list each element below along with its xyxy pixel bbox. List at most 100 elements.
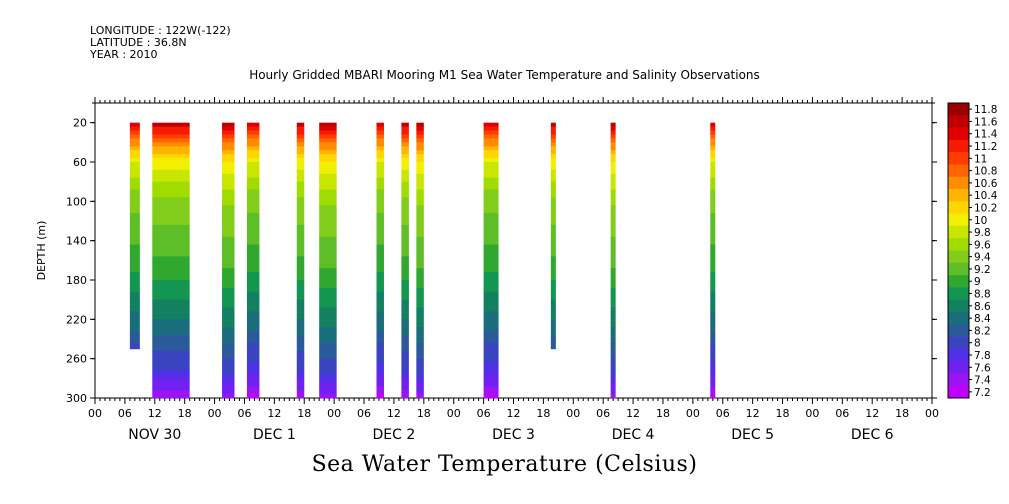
data-cell (416, 268, 424, 273)
data-cell (319, 134, 337, 139)
colorbar-label: 7.2 (974, 387, 991, 399)
data-cell (376, 272, 384, 277)
data-cell (296, 130, 305, 135)
data-cell (710, 303, 716, 308)
data-cell (129, 232, 140, 238)
x-tick-label: 06 (716, 407, 730, 420)
data-cell (376, 221, 384, 226)
data-cell (376, 173, 384, 179)
x-tick-label: 06 (596, 407, 610, 420)
x-tick-label: 18 (417, 407, 431, 420)
data-cell (246, 130, 260, 135)
data-cell (416, 280, 424, 285)
data-cell (376, 358, 384, 363)
data-cell (319, 378, 337, 383)
data-cell (319, 260, 337, 265)
data-cell (483, 335, 499, 340)
data-cell (550, 165, 556, 171)
x-tick-label: 00 (447, 407, 461, 420)
x-tick-label: 12 (865, 407, 879, 420)
data-cell (610, 335, 616, 340)
data-cell (246, 221, 260, 226)
data-cell (710, 240, 716, 245)
data-cell (416, 158, 424, 163)
data-cell (152, 370, 190, 375)
data-cell (319, 307, 337, 312)
data-cell (401, 323, 409, 328)
data-cell (416, 327, 424, 332)
data-cell (710, 374, 716, 379)
data-cell (610, 236, 616, 242)
data-cell (610, 122, 616, 127)
data-cell (222, 205, 235, 210)
data-cell (296, 362, 305, 367)
data-cell (246, 323, 260, 328)
data-cell (246, 162, 260, 167)
data-cell (483, 342, 499, 348)
data-cell (296, 173, 305, 179)
data-cell (483, 169, 499, 175)
data-cell (246, 276, 260, 281)
data-cell (152, 165, 190, 171)
data-cell (376, 146, 384, 151)
data-cell (129, 283, 140, 289)
data-cell (129, 280, 140, 285)
x-tick-label: 06 (357, 407, 371, 420)
data-cell (710, 319, 716, 324)
data-cell (222, 394, 235, 399)
data-cell (610, 224, 616, 230)
colorbar-label: 9 (974, 276, 981, 288)
colorbar-swatch (948, 324, 969, 337)
data-cell (416, 154, 424, 159)
data-cell (401, 374, 409, 379)
data-cell (610, 252, 616, 257)
data-cell (129, 154, 140, 159)
data-cell (296, 181, 305, 186)
data-cell (319, 268, 337, 273)
data-cell (610, 248, 616, 253)
data-cell (129, 150, 140, 155)
data-cell (483, 150, 499, 155)
data-cell (376, 134, 384, 139)
data-cell (416, 252, 424, 257)
y-tick-label: 260 (66, 353, 87, 366)
data-cell (610, 193, 616, 198)
data-cell (401, 209, 409, 214)
data-cell (376, 264, 384, 269)
data-cell (376, 323, 384, 328)
data-cell (483, 248, 499, 253)
data-cell (222, 323, 235, 328)
data-cell (129, 189, 140, 194)
data-cell (129, 303, 140, 308)
data-cell (550, 173, 556, 179)
data-cell (222, 374, 235, 379)
data-cell (319, 252, 337, 257)
data-cell (483, 311, 499, 316)
data-cell (152, 130, 190, 135)
data-cell (152, 342, 190, 348)
data-cell (296, 221, 305, 226)
data-cell (319, 287, 337, 293)
data-cell (401, 232, 409, 238)
data-cell (222, 232, 235, 238)
data-cell (416, 287, 424, 293)
data-cell (129, 130, 140, 135)
y-tick-label: 180 (66, 274, 87, 287)
data-cell (246, 295, 260, 301)
data-cell (296, 232, 305, 238)
data-cell (610, 138, 616, 143)
data-cell (610, 165, 616, 171)
data-cell (152, 307, 190, 312)
data-cell (222, 169, 235, 175)
data-cell (319, 162, 337, 167)
data-cell (296, 213, 305, 218)
day-label: DEC 4 (612, 427, 655, 443)
data-cell (222, 173, 235, 179)
colorbar-label: 10 (974, 215, 987, 227)
data-cell (296, 342, 305, 348)
data-cell (550, 122, 556, 127)
data-cell (222, 358, 235, 363)
data-cell (401, 193, 409, 198)
data-cell (222, 150, 235, 155)
data-cell (246, 362, 260, 367)
